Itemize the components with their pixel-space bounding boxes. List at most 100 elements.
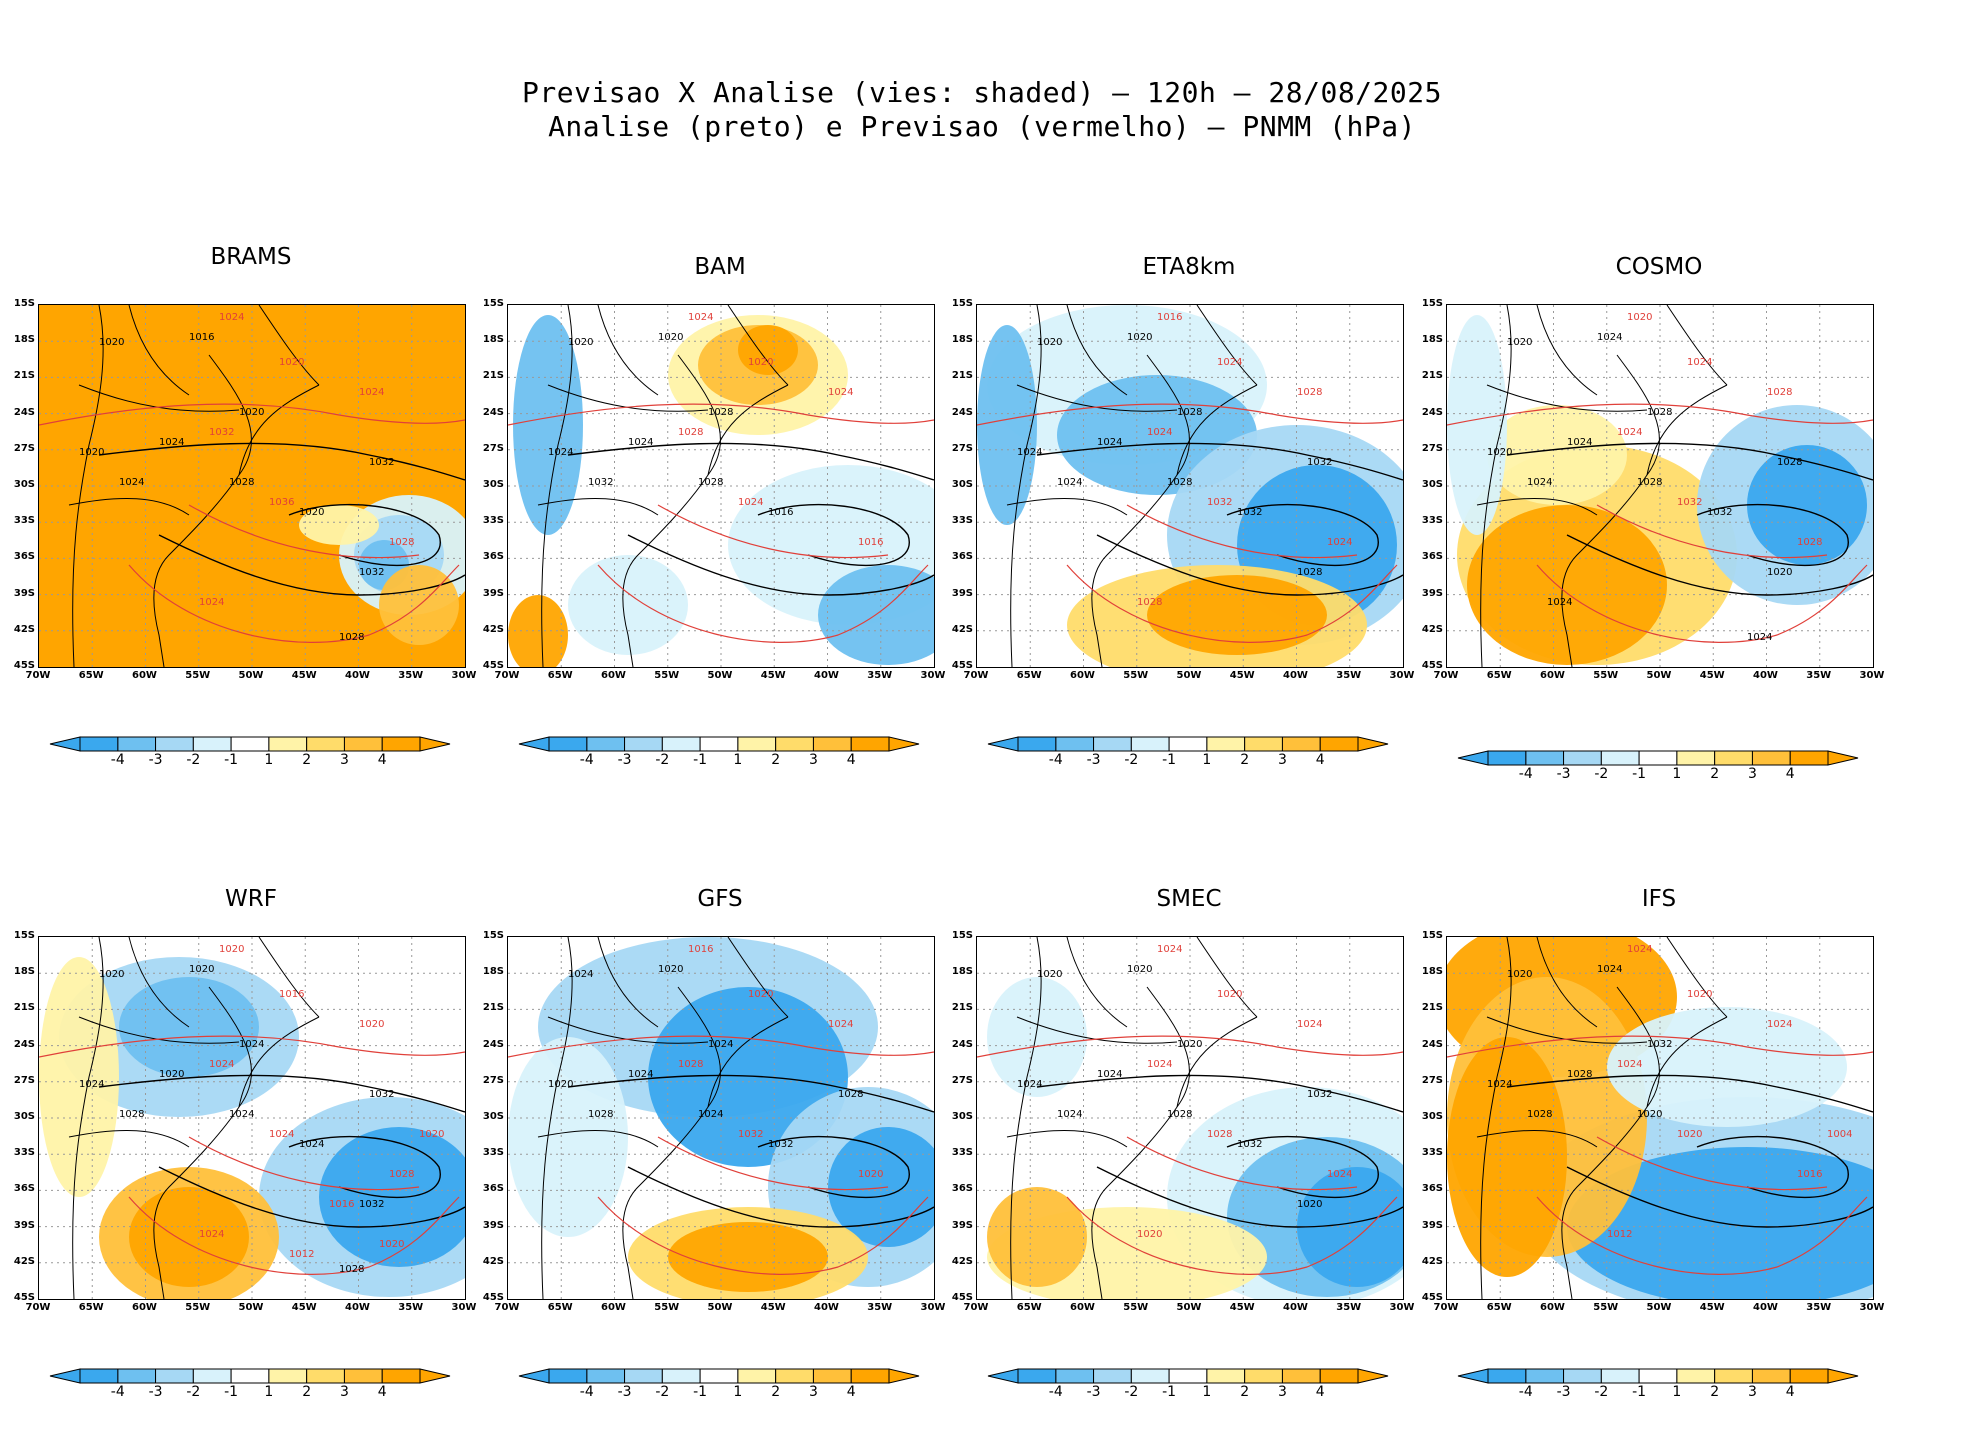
colorbar-swatch [1487,1368,1527,1384]
country-border [1480,305,1598,667]
colorbar-arrow-right [419,736,451,752]
lat-tick-label: 15S [13,930,35,941]
country-border [707,937,789,1108]
bias-shade [508,1037,628,1237]
country-border [72,305,190,667]
panel-title: GFS [697,886,743,912]
panel-title: BAM [694,254,746,280]
colorbar-swatch [1017,736,1057,752]
analysis-label: 1028 [1177,407,1202,418]
lon-tick-label: 65W [547,670,573,681]
analysis-isobar [1226,503,1379,567]
colorbar-arrow-right [419,1368,451,1384]
lat-tick-label: 33S [951,1147,973,1159]
analysis-label: 1032 [1237,507,1262,518]
colorbar-swatch [1600,1368,1640,1384]
lat-tick-label: 24S [482,406,504,418]
colorbar-tick-label: 3 [1277,1384,1287,1400]
lat-tick-label: 33S [13,515,35,527]
forecast-isobar [508,1035,934,1058]
map-panel-gfs: 1024 1020 1020 1024 1024 1028 1024 1032 1028 1016… [507,936,935,1300]
lon-tick-label: 65W [547,1302,573,1313]
lat-tick-label: 39S [482,587,504,599]
lat-tick-label: 45S [482,1292,504,1303]
lon-tick-label: 65W [1016,670,1042,681]
lon-tick-label: 30W [920,1302,946,1313]
colorbar-swatch [1638,1368,1678,1384]
colorbar-tick-label: 4 [846,1384,856,1400]
country-border [68,1016,240,1148]
analysis-isobar [757,503,910,567]
lat-tick-label: 30S [1421,1111,1443,1122]
lon-tick-label: 50W [707,670,733,681]
colorbar-arrow-left [1457,750,1489,766]
colorbar-tick-label: 1 [264,1384,274,1400]
lat-tick-label: 15S [482,930,504,941]
colorbar-tick-label: 4 [1315,752,1325,768]
lat-tick-label: 42S [951,1255,973,1267]
lon-tick-label: 60W [132,670,157,681]
country-border [622,354,721,667]
map-canvas: 1020 1020 1024 1024 1028 1032 1028 1016 1024 1020… [508,305,934,667]
lat-tick-label: 36S [13,551,35,563]
colorbar [49,1368,451,1384]
forecast-label: 1016 [329,1199,354,1210]
colorbar-swatch [699,1368,739,1384]
lon-tick-label: 35W [867,1302,893,1313]
analysis-label: 1028 [119,1109,144,1120]
lat-tick-label: 39S [1421,1219,1443,1231]
colorbar-swatch [1751,1368,1791,1384]
colorbar-tick-label: -2 [186,752,201,768]
colorbar-tick-label: 3 [1277,752,1287,768]
lon-tick-label: 70W [494,1302,520,1313]
analysis-isobar [1566,534,1873,596]
colorbar-tick-label: 3 [1747,1384,1757,1400]
lon-tick-label: 60W [132,1302,157,1313]
country-border [1006,1016,1178,1148]
analysis-label: 1032 [768,1139,793,1150]
lon-tick-label: 40W [345,670,370,681]
colorbar-swatch [1789,750,1829,766]
lat-tick-label: 27S [951,1074,973,1086]
colorbar-arrow-right [1827,750,1859,766]
colorbar-tick-label: -3 [148,752,163,768]
lon-tick-label: 50W [1646,1302,1672,1313]
colorbar-tick-label: -3 [1556,766,1571,782]
country-border [238,305,320,476]
colorbar-swatch [268,1368,308,1384]
forecast-label: 1020 [1627,312,1652,323]
colorbar-swatch [306,1368,345,1384]
colorbar-swatch [1168,1368,1208,1384]
colorbar-tick-label: -3 [148,1384,163,1400]
analysis-isobar [288,503,441,567]
analysis-label: 1028 [1567,1069,1592,1080]
lat-tick-label: 45S [951,1292,973,1303]
bias-shade [987,977,1087,1097]
analysis-label: 1020 [79,447,104,458]
lon-tick-label: 70W [494,670,520,681]
lat-tick-label: 15S [1421,298,1443,309]
colorbar-tick-label: -1 [224,1384,239,1400]
forecast-label: 1024 [1147,1059,1172,1070]
forecast-isobar [1447,1035,1873,1058]
analysis-isobar [627,1166,934,1228]
map-panel-smec: 1020 1020 1024 1024 1020 1024 1028 1032 1032 1020… [976,936,1404,1300]
figure-title-line2: Analise (preto) e Previsao (vermelho) – … [548,110,1416,143]
colorbar-tick-label: -3 [1556,1384,1571,1400]
analysis-isobar [288,1135,441,1199]
lat-tick-label: 18S [1421,334,1443,346]
colorbar-tick-label: 4 [377,1384,387,1400]
colorbar-tick-label: 2 [302,1384,312,1400]
lon-tick-label: 70W [963,670,989,681]
country-border [541,937,659,1299]
colorbar-swatch [1751,750,1791,766]
lon-tick-label: 45W [760,670,786,681]
analysis-label: 1020 [548,1079,573,1090]
colorbar-tick-label: -4 [1048,1384,1063,1400]
lat-tick-label: 36S [951,1183,973,1195]
forecast-label: 1020 [279,357,304,368]
lat-tick-label: 42S [482,623,504,635]
forecast-label: 1028 [678,1059,703,1070]
analysis-label: 1024 [299,1139,324,1150]
colorbar-tick-label: 4 [377,752,387,768]
